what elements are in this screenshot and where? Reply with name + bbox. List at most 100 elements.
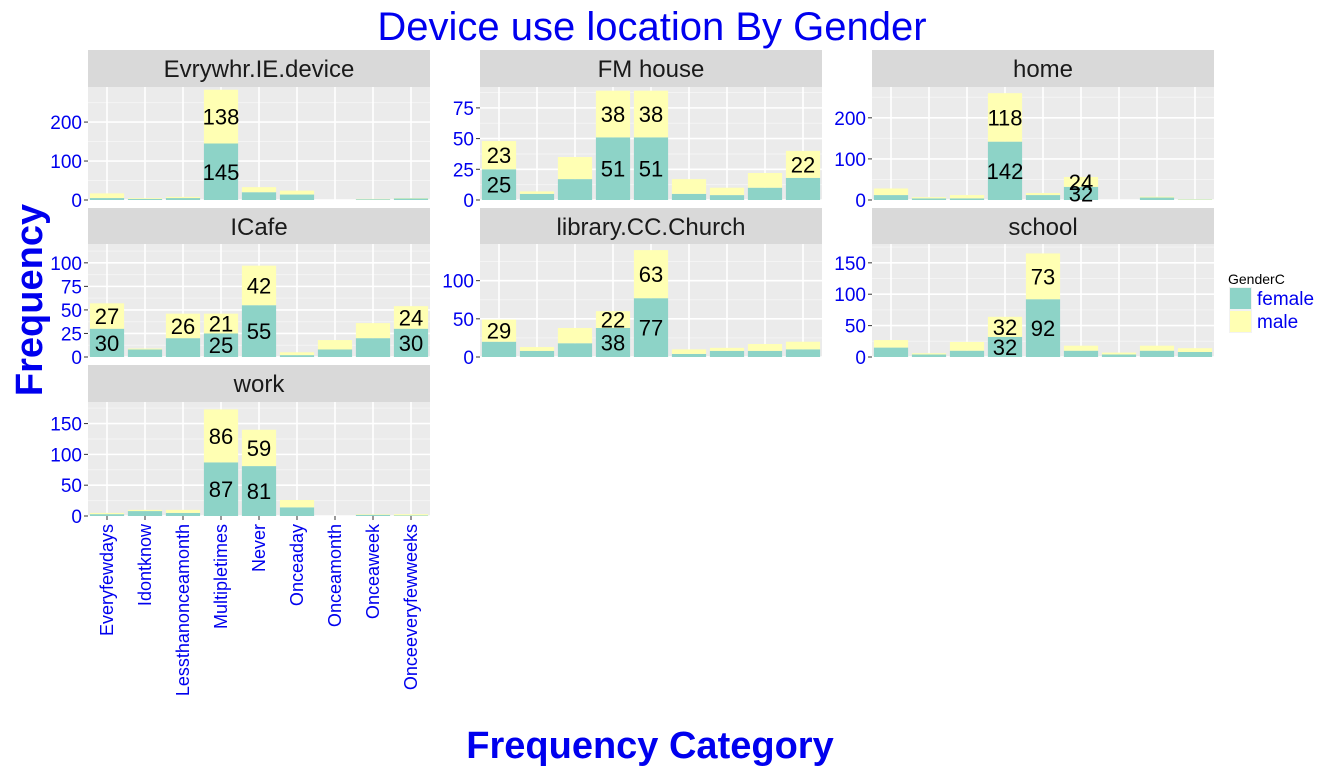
y-tick-label: 75 [453, 99, 474, 120]
y-tick-label: 25 [453, 160, 474, 181]
bar-value-label: 25 [209, 333, 233, 358]
bar-male [241, 265, 277, 306]
bar-male [519, 191, 555, 194]
bar-value-label: 81 [247, 479, 271, 504]
bar-female [393, 328, 429, 357]
bar-female [633, 298, 669, 357]
y-tick-label: 0 [71, 348, 82, 369]
legend-swatch-male [1230, 311, 1251, 332]
bar-male [481, 141, 517, 170]
y-tick-label: 50 [453, 310, 474, 331]
bar-female [557, 179, 593, 200]
x-tick-label: Idontknow [135, 523, 155, 606]
bar-female [671, 193, 707, 200]
bar-male [89, 193, 125, 199]
bar-value-label: 87 [209, 477, 233, 502]
bar-female [355, 338, 391, 357]
bar-female [1139, 197, 1175, 200]
bar-value-label: 92 [1031, 316, 1055, 341]
y-tick-label: 100 [50, 445, 82, 466]
x-tick-label: Lessthanonceamonth [173, 524, 193, 696]
facet-strip [88, 208, 430, 244]
bar-female [785, 349, 821, 357]
bar-male [633, 90, 669, 138]
bar-value-label: 42 [247, 273, 271, 298]
bar-male [1025, 253, 1061, 300]
y-tick-label: 50 [453, 130, 474, 151]
bar-female [949, 350, 985, 357]
bar-male [1063, 176, 1099, 187]
bar-female [203, 143, 239, 200]
bar-value-label: 55 [247, 319, 271, 344]
bar-female [873, 195, 909, 200]
bar-female [709, 195, 745, 200]
bar-male [1177, 348, 1213, 352]
bar-female [317, 349, 353, 357]
bar-value-label: 23 [487, 143, 511, 168]
bar-female [595, 137, 631, 200]
bar-female [89, 198, 125, 200]
bar-female [1025, 195, 1061, 200]
bar-male [633, 250, 669, 299]
bar-male [165, 196, 201, 199]
bar-value-label: 38 [639, 102, 663, 127]
bar-female [203, 462, 239, 516]
y-tick-label: 200 [834, 109, 866, 130]
facet-strip-label: ICafe [230, 214, 287, 241]
x-tick-label: Onceaday [287, 524, 307, 606]
bar-male [1101, 352, 1137, 355]
bar-value-label: 27 [95, 304, 119, 329]
bar-value-label: 51 [601, 157, 625, 182]
bar-male [987, 316, 1023, 337]
bar-female [1063, 186, 1099, 200]
x-tick-label: Everyfewdays [97, 524, 117, 636]
y-tick-label: 0 [71, 507, 82, 528]
bar-male [127, 198, 163, 199]
bar-male [89, 512, 125, 515]
bar-female [1101, 354, 1137, 357]
facet-strip [480, 50, 822, 87]
bar-male [1139, 196, 1175, 198]
bar-male [203, 89, 239, 144]
y-tick-label: 25 [61, 324, 82, 345]
bar-value-label: 142 [987, 159, 1024, 184]
bar-male [747, 344, 783, 351]
bar-male [165, 313, 201, 339]
bar-male [203, 409, 239, 463]
facet-strip-label: library.CC.Church [557, 214, 746, 241]
bar-value-label: 22 [791, 152, 815, 177]
bar-female [519, 350, 555, 357]
bar-male [747, 172, 783, 188]
bar-female [355, 514, 391, 516]
bar-female [987, 141, 1023, 200]
bar-female [671, 353, 707, 357]
bar-value-label: 30 [95, 331, 119, 356]
x-tick-label: Multipletimes [211, 524, 231, 629]
bar-female [481, 169, 517, 200]
bar-female [279, 507, 315, 516]
bar-value-label: 59 [247, 436, 271, 461]
bar-male [89, 303, 125, 329]
y-tick-label: 0 [463, 348, 474, 369]
bar-male [785, 341, 821, 350]
bar-male [595, 311, 631, 328]
bar-male [557, 157, 593, 180]
bar-male [355, 514, 391, 515]
bar-male [1139, 345, 1175, 351]
bar-male [709, 187, 745, 196]
bar-male [785, 150, 821, 178]
y-tick-label: 50 [61, 301, 82, 322]
bar-value-label: 145 [203, 160, 240, 185]
x-tick-label: Onceamonth [325, 524, 345, 627]
facet-strip-label: Evrywhr.IE.device [164, 56, 355, 83]
bar-female [911, 198, 947, 200]
bar-value-label: 118 [987, 105, 1022, 130]
facet-panel-work: work 0 50 100 150 87 86 81 59 Everyfewdays Idontkn… [50, 365, 430, 696]
facet-strip [872, 50, 1214, 87]
bar-male [127, 348, 163, 350]
facet-strip-label: home [1013, 56, 1073, 83]
